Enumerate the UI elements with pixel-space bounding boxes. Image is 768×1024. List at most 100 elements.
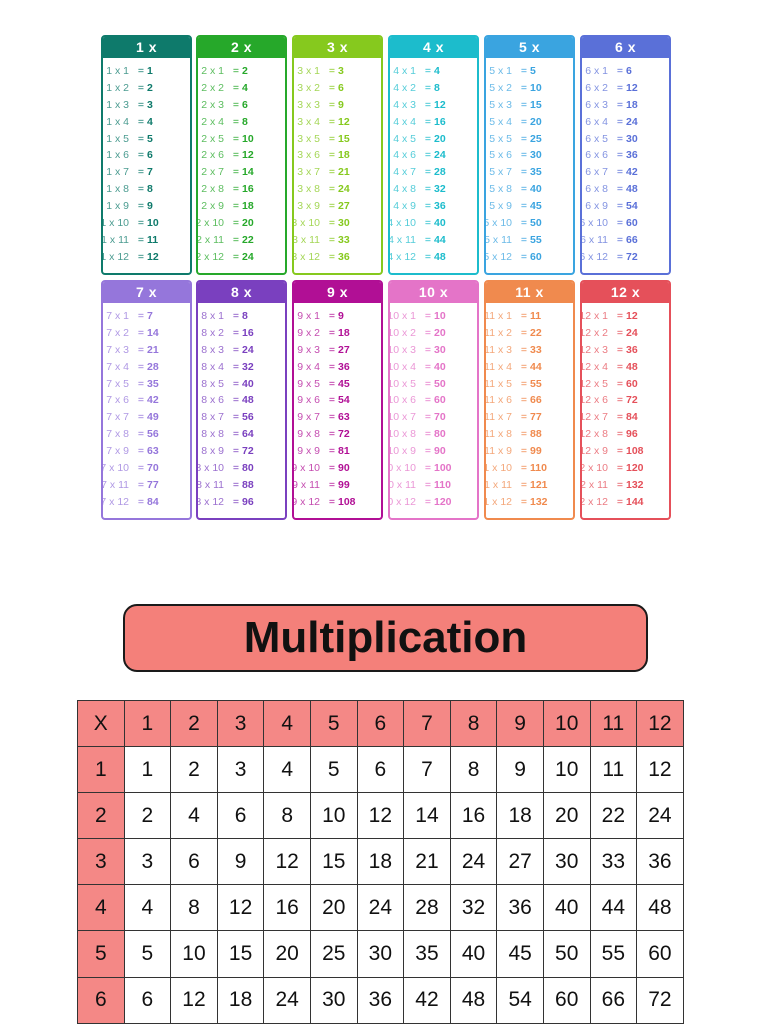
times-card-row: 8 x 3 = 24 — [201, 343, 254, 356]
grid-cell: 2 — [170, 746, 218, 794]
times-card-row: 1 x 2 = 2 — [106, 81, 153, 94]
times-card-row: 1 x 5 = 5 — [106, 132, 153, 145]
times-card-row: 12 x 2 = 24 — [580, 326, 638, 339]
grid-column-header: 8 — [449, 699, 498, 748]
times-card-row: 10 x 4 = 40 — [388, 360, 446, 373]
grid-cell: 20 — [263, 930, 311, 978]
times-card-row: 10 x 3 = 30 — [388, 343, 446, 356]
times-card-row: 7 x 9 = 63 — [106, 445, 159, 458]
times-card-row: 11 x 4 = 44 — [484, 360, 542, 373]
times-card-3: 3 x 3 x 1 = 3 3 x 2 = 6 3 x 3 = 9 3 x 4 = 12 3 x 5 = 15… — [292, 35, 383, 275]
times-card-8: 8 x 8 x 1 = 8 8 x 2 = 16 8 x 3 = 24 8 x 4 = 32 8 x 5 =… — [196, 280, 287, 520]
times-card-row: 9 x 12 = 108 — [292, 495, 356, 508]
times-card-row: 11 x 12=132 — [486, 495, 548, 508]
times-card-row: 5 x 6 = 30 — [489, 149, 542, 162]
grid-column-header: 9 — [496, 699, 544, 748]
times-card-row: 10 x 9 = 90 — [388, 445, 446, 458]
grid-cell: 66 — [589, 976, 638, 1024]
grid-column-header: 6 — [356, 699, 405, 748]
grid-cell: 33 — [589, 838, 638, 886]
times-card-row: 2 x 4 = 8 — [201, 115, 248, 128]
grid-cell: 25 — [309, 930, 358, 978]
grid-cell: 60 — [542, 976, 591, 1024]
times-card-row: 9 x 6 = 54 — [297, 394, 350, 407]
times-card-row: 12 x 1 = 12 — [580, 310, 638, 322]
grid-cell: 30 — [309, 976, 358, 1024]
times-card-1: 1 x 1 x 1 = 1 1 x 2 = 2 1 x 3 = 3 1 x 4 = 4 1 x 5 = 5 1 … — [101, 35, 192, 275]
grid-cell: 27 — [496, 838, 544, 886]
times-card-row: 1 x 6 = 6 — [106, 149, 153, 162]
grid-cell: 12 — [263, 838, 311, 886]
times-card-row: 6 x 2 = 12 — [585, 81, 638, 94]
times-card-row: 8 x 5 = 40 — [201, 377, 254, 390]
times-card-row: 4 x 10 = 40 — [388, 217, 446, 230]
times-card-title: 6 x — [582, 37, 669, 58]
times-card-row: 11 x 5 = 55 — [484, 377, 542, 390]
grid-cell: 4 — [123, 884, 172, 932]
times-card-row: 2 x 5 = 10 — [201, 132, 254, 145]
times-card-row: 7 x 4 = 28 — [106, 360, 159, 373]
grid-cell: 22 — [589, 792, 638, 840]
times-card-row: 5 x 7 = 35 — [489, 166, 542, 179]
grid-column-header: 2 — [170, 699, 218, 748]
times-card-row: 3 x 1 = 3 — [297, 65, 344, 77]
times-card-row: 10 x 7 = 70 — [388, 411, 446, 424]
times-card-row: 2 x 7 = 14 — [201, 166, 254, 179]
times-card-row: 8 x 2 = 16 — [201, 326, 254, 339]
times-card-row: 7 x 5 = 35 — [106, 377, 159, 390]
times-card-row: 8 x 1 = 8 — [201, 310, 248, 322]
times-card-title: 9 x — [294, 282, 381, 303]
grid-cell: 20 — [542, 792, 591, 840]
times-card-row: 7 x 6 = 42 — [106, 394, 159, 407]
grid-cell: 30 — [542, 838, 591, 886]
times-card-row: 4 x 9 = 36 — [393, 200, 446, 213]
times-card-row: 12 x 12=144 — [582, 495, 644, 508]
times-card-row: 8 x 8 = 64 — [201, 428, 254, 441]
grid-cell: 24 — [356, 884, 405, 932]
times-card-row: 6 x 5 = 30 — [585, 132, 638, 145]
times-card-row: 7 x 1 = 7 — [106, 310, 153, 322]
grid-cell: 11 — [589, 746, 638, 794]
times-card-row: 5 x 9 = 45 — [489, 200, 542, 213]
times-card-row: 7 x 10 = 70 — [101, 462, 159, 475]
times-card-row: 10 x 1 = 10 — [388, 310, 446, 322]
grid-header-row: X 1 2 3 4 5 6 7 8 9 10 11 12 — [77, 699, 684, 748]
grid-cell: 28 — [403, 884, 451, 932]
times-card-2: 2 x 2 x 1 = 2 2 x 2 = 4 2 x 3 = 6 2 x 4 = 8 2 x 5 = 10 2… — [196, 35, 287, 275]
grid-cell: 9 — [216, 838, 265, 886]
grid-column-header: 5 — [309, 699, 358, 748]
grid-cell: 55 — [589, 930, 638, 978]
grid-row: 1 1 2 3 4 5 6 7 8 9 10 11 12 — [77, 746, 684, 794]
grid-cell: 12 — [356, 792, 405, 840]
grid-cell: 14 — [403, 792, 451, 840]
grid-cell: 20 — [309, 884, 358, 932]
grid-cell: 12 — [170, 976, 218, 1024]
times-card-row: 9 x 3 = 27 — [297, 343, 350, 356]
times-card-row: 11 x 10=110 — [486, 462, 547, 475]
times-card-row: 7 x 2 = 14 — [106, 326, 159, 339]
times-card-row: 1 x 7 = 7 — [106, 166, 153, 179]
grid-cell: 10 — [309, 792, 358, 840]
grid-corner-cell: X — [77, 699, 125, 748]
times-card-row: 5 x 3 = 15 — [489, 98, 542, 111]
times-card-row: 8 x 12 = 96 — [196, 495, 254, 508]
times-card-row: 7 x 11 = 77 — [101, 478, 159, 491]
times-card-10: 10 x 10 x 1 = 10 10 x 2 = 20 10 x 3 = 30 10 x 4 = 40… — [388, 280, 479, 520]
grid-cell: 6 — [356, 746, 405, 794]
times-card-row: 12 x 10=120 — [582, 462, 644, 475]
times-card-row: 4 x 1 = 4 — [393, 65, 440, 77]
times-card-4: 4 x 4 x 1 = 4 4 x 2 = 8 4 x 3 = 12 4 x 4 = 16 4 x 5 = 2… — [388, 35, 479, 275]
grid-cell: 36 — [636, 838, 684, 886]
times-card-row: 9 x 7 = 63 — [297, 411, 350, 424]
times-card-row: 1 x 8 = 8 — [106, 183, 153, 196]
times-card-row: 1 x 1 = 1 — [106, 65, 153, 77]
grid-cell: 15 — [309, 838, 358, 886]
grid-cell: 5 — [123, 930, 172, 978]
times-card-row: 1 x 12 = 12 — [101, 250, 159, 263]
times-card-row: 5 x 5 = 25 — [489, 132, 542, 145]
times-card-row: 12 x 6 = 72 — [580, 394, 638, 407]
times-card-row: 12 x 11=132 — [580, 478, 644, 491]
grid-cell: 72 — [636, 976, 684, 1024]
times-card-row: 4 x 4 = 16 — [393, 115, 446, 128]
grid-row-header: 1 — [77, 746, 125, 794]
